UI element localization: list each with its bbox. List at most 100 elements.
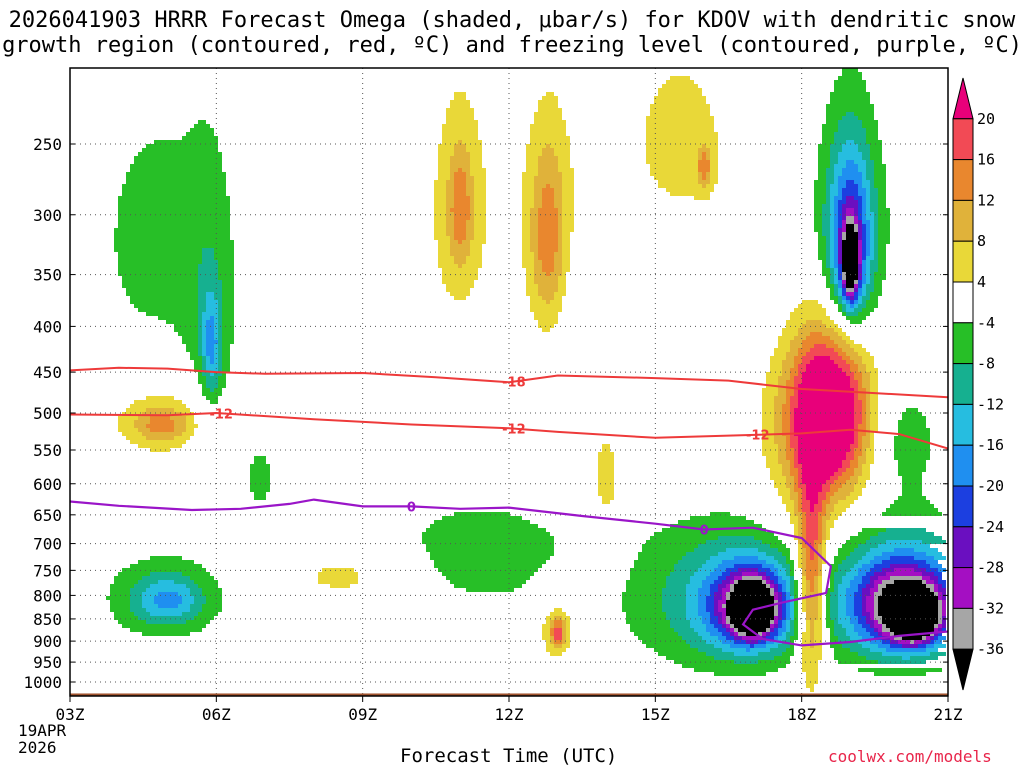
- omega-cell: [806, 496, 818, 500]
- omega-cell: [790, 436, 798, 440]
- omega-cell: [786, 556, 790, 560]
- omega-cell: [438, 148, 454, 152]
- omega-cell: [846, 184, 858, 188]
- omega-cell: [114, 244, 234, 248]
- omega-cell: [866, 244, 870, 248]
- omega-cell: [842, 312, 846, 316]
- omega-cell: [538, 224, 558, 228]
- omega-cell: [794, 584, 798, 588]
- omega-cell: [118, 224, 230, 228]
- omega-cell: [738, 580, 762, 584]
- omega-cell: [890, 576, 922, 580]
- omega-cell: [202, 348, 206, 352]
- omega-cell: [826, 588, 834, 592]
- omega-cell: [426, 528, 546, 532]
- omega-cell: [766, 560, 778, 564]
- omega-cell: [710, 180, 718, 184]
- omega-cell: [866, 284, 874, 288]
- omega-cell: [850, 460, 858, 464]
- omega-cell: [762, 404, 774, 408]
- omega-cell: [786, 584, 790, 588]
- y-tick-label: 750: [33, 561, 62, 580]
- omega-cell: [818, 244, 826, 248]
- omega-cell: [682, 636, 702, 640]
- omega-cell: [546, 144, 550, 148]
- omega-cell: [942, 616, 946, 620]
- omega-cell: [598, 488, 614, 492]
- omega-cell: [802, 508, 810, 512]
- omega-cell: [814, 188, 826, 192]
- omega-cell: [818, 176, 826, 180]
- omega-cell: [798, 560, 802, 564]
- omega-cell: [670, 192, 710, 196]
- omega-cell: [534, 312, 558, 316]
- omega-cell: [862, 288, 866, 292]
- omega-cell: [466, 192, 474, 196]
- omega-cell: [834, 136, 866, 140]
- omega-cell: [774, 428, 782, 432]
- omega-cell: [646, 132, 718, 136]
- omega-cell: [886, 624, 934, 628]
- omega-cell: [718, 620, 722, 624]
- colorbar-swatch: [952, 526, 974, 569]
- omega-cell: [790, 580, 794, 584]
- omega-cell: [846, 140, 854, 144]
- omega-cell: [858, 284, 862, 288]
- omega-cell: [818, 608, 822, 612]
- omega-cell: [862, 376, 870, 380]
- omega-cell: [846, 540, 866, 544]
- omega-cell: [198, 280, 222, 284]
- omega-cell: [846, 292, 854, 296]
- site-credit[interactable]: coolwx.com/models: [828, 747, 992, 766]
- omega-cell: [442, 132, 478, 136]
- omega-cell: [250, 468, 270, 472]
- omega-cell: [834, 348, 842, 352]
- omega-cell: [714, 612, 722, 616]
- omega-cell: [794, 452, 798, 456]
- omega-cell: [562, 176, 574, 180]
- omega-cell: [698, 160, 710, 164]
- omega-cell: [130, 168, 222, 172]
- omega-cell: [846, 452, 854, 456]
- omega-cell: [778, 608, 782, 612]
- omega-cell: [646, 540, 706, 544]
- omega-cell: [650, 168, 698, 172]
- omega-cell: [822, 500, 830, 504]
- omega-cell: [838, 616, 850, 620]
- omega-cell: [850, 444, 858, 448]
- omega-cell: [442, 136, 478, 140]
- chart-title-line-2: growth region (contoured, red, ºC) and f…: [2, 33, 1022, 58]
- omega-cell: [698, 632, 710, 636]
- omega-cell: [862, 580, 870, 584]
- omega-cell: [686, 588, 698, 592]
- omega-cell: [798, 440, 854, 444]
- omega-cell: [802, 528, 806, 532]
- omega-cell: [790, 416, 794, 420]
- omega-cell: [854, 468, 862, 472]
- omega-cell: [218, 332, 222, 336]
- omega-cell: [138, 428, 150, 432]
- omega-cell: [526, 284, 538, 288]
- omega-cell: [454, 196, 470, 200]
- omega-cell: [842, 288, 846, 292]
- omega-cell: [118, 256, 202, 260]
- omega-cell: [198, 272, 218, 276]
- omega-cell: [862, 372, 870, 376]
- omega-cell: [542, 624, 550, 628]
- omega-cell: [734, 576, 742, 580]
- omega-cell: [554, 292, 566, 296]
- omega-cell: [154, 600, 182, 604]
- omega-cell: [870, 180, 874, 184]
- omega-cell: [846, 236, 858, 240]
- omega-cell: [530, 128, 566, 132]
- omega-cell: [670, 76, 690, 80]
- omega-cell: [858, 568, 870, 572]
- omega-cell: [710, 176, 718, 180]
- omega-cell: [866, 620, 874, 624]
- omega-cell: [790, 408, 794, 412]
- omega-cell: [866, 236, 870, 240]
- omega-cell: [922, 640, 930, 644]
- omega-cell: [854, 448, 862, 452]
- omega-cell: [694, 548, 726, 552]
- omega-cell: [182, 612, 198, 616]
